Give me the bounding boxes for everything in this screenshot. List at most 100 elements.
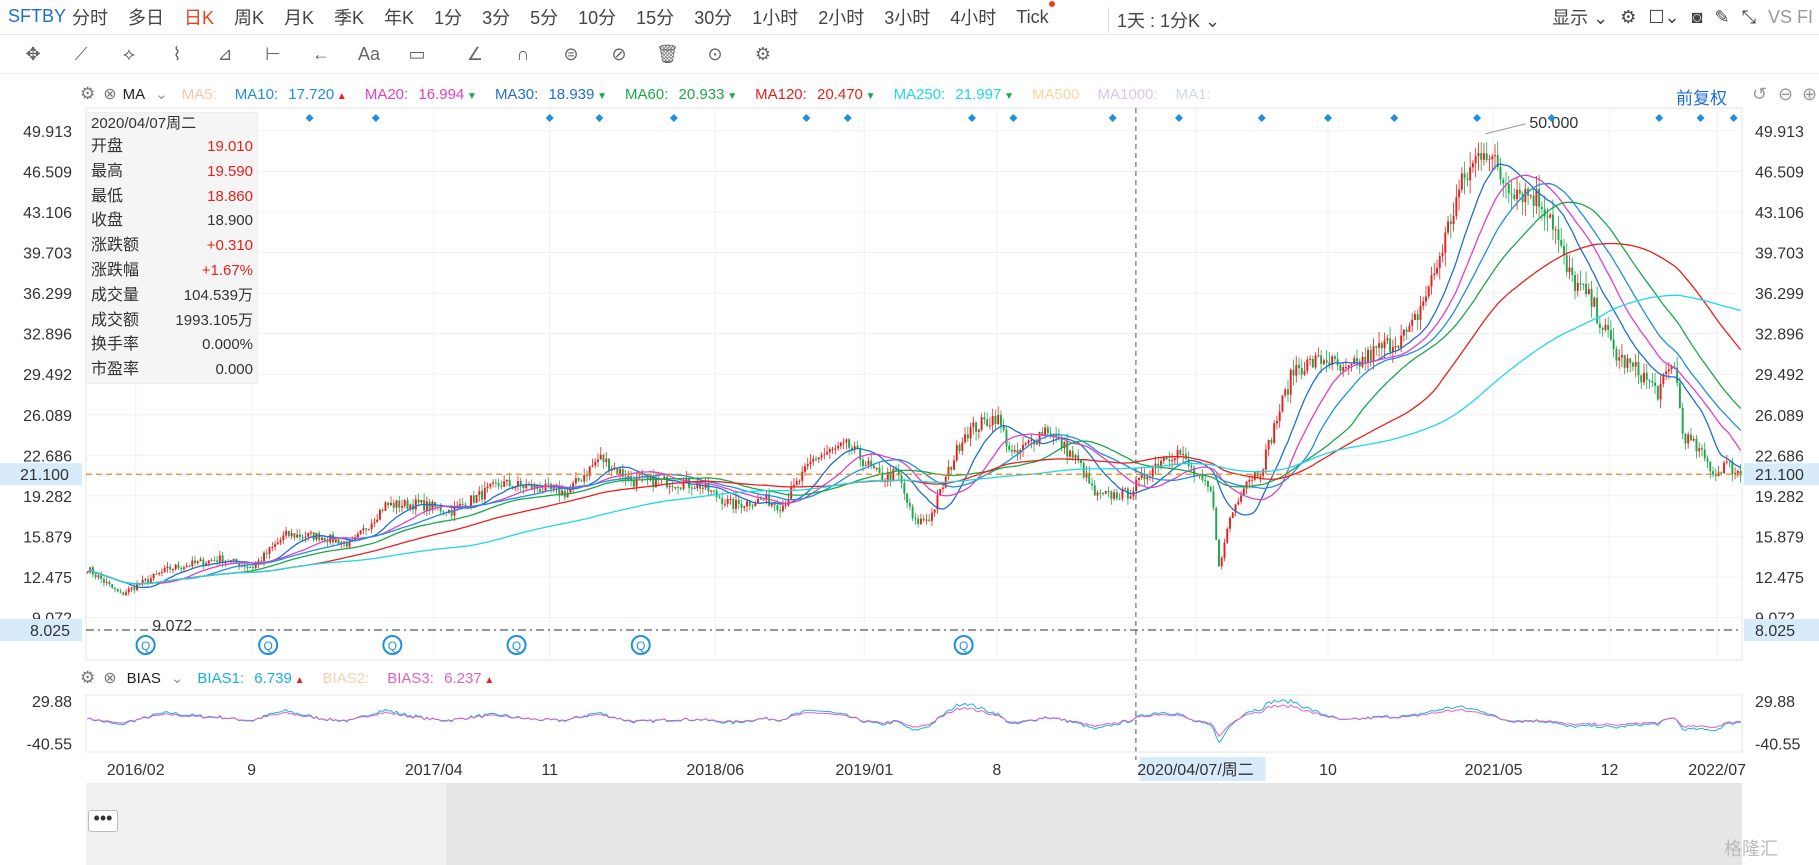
legend-item[interactable]: MA20: 16.994 ▼ — [365, 86, 477, 103]
candle-body — [707, 483, 710, 492]
pencil-icon[interactable]: ✎ — [1714, 6, 1730, 27]
candle-body — [1364, 356, 1367, 362]
legend-item[interactable]: MA5: — [182, 86, 217, 103]
period-tab[interactable]: 5分 — [530, 8, 559, 28]
period-tab[interactable]: 3小时 — [884, 8, 931, 28]
legend-label: MA60: — [625, 85, 669, 103]
legend-item[interactable]: MA120: 20.470 ▼ — [755, 86, 875, 103]
link-icon[interactable]: ⊙ — [707, 44, 723, 64]
indicator-dropdown-icon[interactable]: ⌄ — [155, 86, 168, 103]
display-dropdown[interactable]: 显示 ⌄ — [1552, 8, 1609, 28]
legend-item[interactable]: BIAS1: 6.739 ▲ — [197, 670, 304, 687]
indicator-name[interactable]: MA — [122, 85, 146, 103]
crosshair-date-tag — [1139, 757, 1266, 781]
period-tab[interactable]: 年K — [384, 8, 415, 28]
indicator-close-icon[interactable]: ⊗ — [103, 86, 117, 103]
period-tab[interactable]: 30分 — [694, 8, 733, 28]
period-tab[interactable]: 3分 — [482, 8, 511, 28]
bias-close-icon[interactable]: ⊗ — [103, 670, 117, 687]
legend-item[interactable]: MA500 — [1032, 86, 1080, 103]
candle-body — [503, 481, 506, 487]
period-tab[interactable]: 日K — [184, 8, 215, 28]
camera-icon[interactable]: ◙ — [1691, 6, 1703, 27]
candle-body — [1309, 359, 1312, 361]
legend-item[interactable]: MA250: 21.997 ▼ — [894, 86, 1014, 103]
candle-body — [828, 449, 831, 453]
range-tool-icon[interactable]: ⊢ — [265, 44, 281, 64]
period-tab[interactable]: Tick — [1016, 0, 1056, 27]
candle-body — [1287, 389, 1289, 395]
navigator-selection[interactable] — [446, 783, 1742, 865]
candle-body — [307, 532, 310, 537]
candle-body — [127, 588, 130, 593]
settings-icon[interactable]: ⚙ — [754, 44, 772, 64]
measure-tool-icon[interactable]: ⊿ — [217, 44, 233, 64]
zoom-out-icon[interactable]: ⊖ — [1778, 84, 1794, 104]
move-crosshair-icon[interactable]: ✥ — [25, 44, 41, 64]
candle-body — [1609, 330, 1612, 340]
candle-body — [999, 414, 1002, 426]
period-selector[interactable]: 1天 : 1分K ⌄ — [1108, 7, 1220, 33]
period-tab[interactable]: 季K — [334, 8, 365, 28]
arrow-tool-icon[interactable]: ← — [312, 44, 330, 64]
legend-item[interactable]: MA10: 17.720 ▲ — [235, 86, 347, 103]
vs-button[interactable]: VS FI — [1767, 6, 1813, 27]
candle-body — [1709, 461, 1712, 472]
legend-item[interactable]: BIAS3: 6.237 ▲ — [387, 670, 494, 687]
period-tab[interactable]: 分时 — [72, 8, 108, 28]
period-tab[interactable]: 月K — [284, 8, 315, 28]
legend-item[interactable]: MA1: — [1176, 86, 1211, 103]
candle-body — [1350, 363, 1353, 366]
candle-body — [271, 546, 274, 548]
adjust-button[interactable]: 前复权 — [1676, 89, 1727, 108]
candle-body — [356, 533, 359, 538]
magnet-icon[interactable]: ∩ — [516, 44, 530, 64]
undo-icon[interactable]: ↺ — [1752, 84, 1768, 104]
period-tab[interactable]: 1分 — [434, 8, 463, 28]
time-navigator[interactable] — [86, 783, 1742, 865]
candle-body — [274, 544, 277, 547]
trash-icon[interactable]: 🗑 — [656, 44, 679, 64]
period-tab[interactable]: 10分 — [578, 8, 617, 28]
candle-body — [1499, 167, 1502, 180]
period-tab[interactable]: 2小时 — [818, 8, 865, 28]
period-tab[interactable]: 4小时 — [950, 8, 997, 28]
legend-item[interactable]: MA1000: — [1098, 86, 1158, 103]
zoom-in-icon[interactable]: ⊕ — [1802, 84, 1818, 104]
legend-item[interactable]: MA30: 18.939 ▼ — [495, 86, 607, 103]
pen-tool-icon[interactable]: ⟡ — [123, 44, 135, 64]
line-tool-icon[interactable]: ⟋ — [74, 44, 88, 64]
comment-tool-icon[interactable]: ▭ — [408, 44, 426, 64]
candle-body — [1386, 338, 1389, 341]
candle-body — [1242, 488, 1245, 496]
candle-body — [950, 466, 953, 470]
period-tab[interactable]: 15分 — [636, 8, 675, 28]
bias-dropdown-icon[interactable]: ⌄ — [170, 670, 184, 687]
x-tick-label: 8 — [992, 762, 1001, 779]
period-tab[interactable]: 1小时 — [752, 8, 799, 28]
candle-body — [1367, 349, 1369, 362]
hide-icon[interactable]: ⊘ — [611, 44, 627, 64]
period-tab[interactable]: 周K — [234, 8, 265, 28]
period-tab[interactable]: 多日 — [128, 8, 164, 28]
ruler-tool-icon[interactable]: ∠ — [466, 44, 484, 64]
eye-toggle-icon[interactable]: ⊜ — [563, 44, 579, 64]
candle-body — [481, 491, 484, 500]
bias-indicator-name[interactable]: BIAS — [126, 669, 161, 687]
fullscreen-icon[interactable]: ⤡ — [1741, 6, 1756, 27]
text-tool-icon[interactable]: Aa — [358, 44, 381, 64]
candle-body — [1251, 479, 1254, 481]
gear-icon[interactable]: ⚙ — [1620, 6, 1637, 27]
legend-item[interactable]: BIAS2: — [323, 670, 370, 687]
more-button[interactable]: ••• — [88, 809, 118, 832]
layout-icon[interactable]: ☐⌄ — [1648, 6, 1680, 27]
symbol-label[interactable]: SFTBY — [8, 6, 67, 26]
candle-body — [149, 578, 152, 583]
bias-settings-icon[interactable]: ⚙ — [80, 668, 96, 687]
candle-body — [522, 485, 525, 488]
indicator-settings-icon[interactable]: ⚙ — [80, 84, 96, 103]
wave-tool-icon[interactable]: ⌇ — [172, 44, 182, 64]
legend-item[interactable]: MA60: 20.933 ▼ — [625, 86, 737, 103]
info-label: 开盘 — [91, 138, 124, 155]
